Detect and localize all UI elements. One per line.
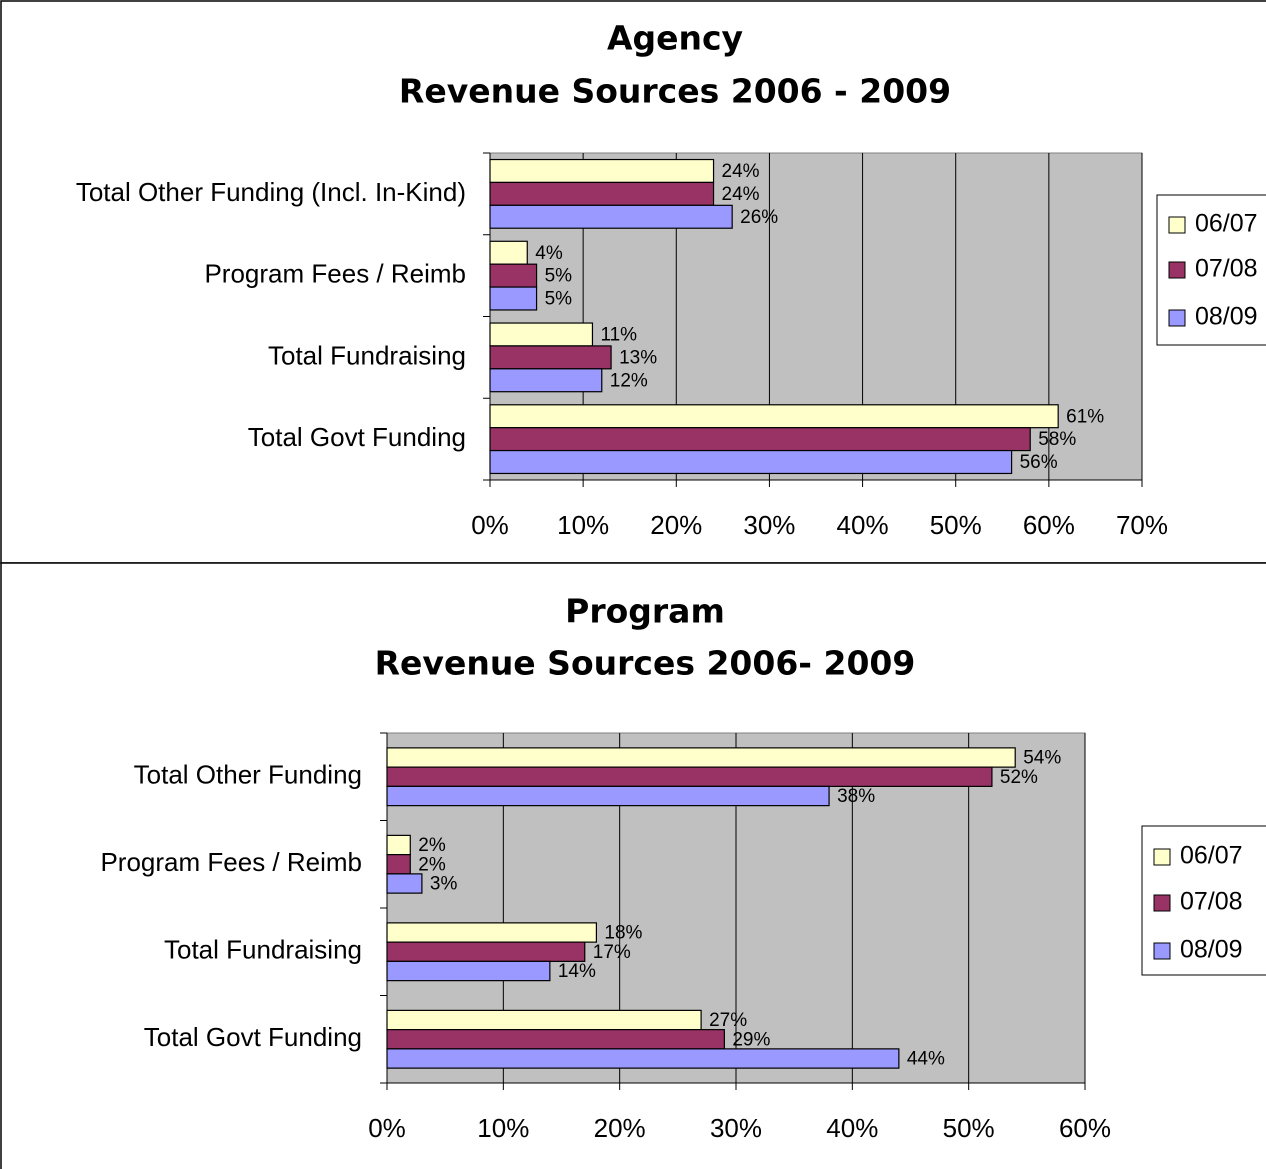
x-tick-label: 30% <box>710 1113 762 1143</box>
chart-subtitle: Revenue Sources 2006- 2009 <box>375 644 916 683</box>
legend-swatch <box>1153 894 1171 912</box>
value-label: 2% <box>418 854 446 875</box>
legend-label: 08/09 <box>1180 936 1243 964</box>
bar <box>489 158 715 184</box>
value-label: 56% <box>1020 452 1058 473</box>
bar <box>386 960 551 982</box>
x-tick-label: 30% <box>743 510 795 540</box>
category-label: Total Other Funding <box>134 760 362 790</box>
x-tick-label: 60% <box>1059 1113 1111 1143</box>
value-label: 27% <box>709 1010 747 1031</box>
x-tick-label: 20% <box>594 1113 646 1143</box>
value-label: 18% <box>604 923 642 944</box>
legend-label: 06/07 <box>1195 210 1258 238</box>
value-label: 5% <box>545 289 573 310</box>
bar <box>386 785 830 807</box>
bar <box>489 204 733 229</box>
bar <box>489 345 612 370</box>
x-tick-label: 0% <box>471 510 509 540</box>
bar <box>489 286 538 311</box>
x-tick-label: 50% <box>943 1113 995 1143</box>
chart-subtitle: Revenue Sources 2006 - 2009 <box>399 72 951 111</box>
bar <box>489 427 1031 452</box>
bar <box>386 1029 725 1050</box>
bar <box>386 873 423 894</box>
x-tick-label: 20% <box>650 510 702 540</box>
x-tick-label: 70% <box>1116 510 1168 540</box>
category-label: Total Fundraising <box>268 340 466 370</box>
value-label: 12% <box>610 370 648 391</box>
value-label: 29% <box>732 1029 770 1050</box>
legend-swatch <box>1168 216 1186 234</box>
bar <box>386 854 411 875</box>
bar <box>489 181 715 206</box>
category-label: Total Fundraising <box>164 935 362 965</box>
legend-label: 07/08 <box>1180 888 1243 916</box>
x-tick-label: 40% <box>837 510 889 540</box>
x-tick-label: 60% <box>1023 510 1075 540</box>
bar <box>386 747 1016 768</box>
value-label: 54% <box>1023 748 1061 769</box>
chart-title: Program <box>565 592 725 631</box>
value-label: 24% <box>722 184 760 205</box>
x-tick-label: 50% <box>930 510 982 540</box>
bar <box>489 449 1013 475</box>
legend-label: 06/07 <box>1180 842 1243 870</box>
value-label: 4% <box>535 243 563 264</box>
category-label: Total Govt Funding <box>248 422 466 452</box>
value-label: 5% <box>545 266 573 287</box>
bar <box>489 322 594 347</box>
legend-swatch <box>1168 261 1186 279</box>
value-label: 44% <box>907 1049 945 1070</box>
category-label: Total Other Funding (Incl. In-Kind) <box>76 177 466 207</box>
value-label: 13% <box>619 347 657 368</box>
bar <box>386 922 597 943</box>
bar <box>489 240 528 265</box>
bar <box>489 404 1059 429</box>
bar <box>386 1048 900 1069</box>
chart-title: Agency <box>607 19 743 58</box>
category-label: Program Fees / Reimb <box>204 259 466 289</box>
bar <box>386 941 586 962</box>
value-label: 58% <box>1038 429 1076 450</box>
bar <box>386 766 993 787</box>
category-label: Program Fees / Reimb <box>100 847 362 877</box>
value-label: 3% <box>430 874 458 895</box>
value-label: 2% <box>418 835 446 856</box>
x-tick-label: 10% <box>477 1113 529 1143</box>
bar <box>386 1009 702 1031</box>
value-label: 17% <box>593 942 631 963</box>
value-label: 38% <box>837 786 875 807</box>
legend-label: 07/08 <box>1195 255 1258 283</box>
legend-label: 08/09 <box>1195 303 1258 331</box>
bar <box>489 263 538 288</box>
legend-swatch <box>1153 942 1171 960</box>
category-label: Total Govt Funding <box>144 1022 362 1052</box>
bar <box>386 834 411 856</box>
x-tick-label: 10% <box>557 510 609 540</box>
legend-swatch <box>1153 848 1171 866</box>
value-label: 11% <box>600 325 637 346</box>
value-label: 52% <box>1000 767 1038 788</box>
value-label: 26% <box>740 207 778 228</box>
legend-swatch <box>1168 309 1186 327</box>
value-label: 24% <box>722 161 760 182</box>
value-label: 61% <box>1066 406 1104 427</box>
x-tick-label: 0% <box>368 1113 406 1143</box>
bar <box>489 368 603 393</box>
value-label: 14% <box>558 961 596 982</box>
x-tick-label: 40% <box>826 1113 878 1143</box>
